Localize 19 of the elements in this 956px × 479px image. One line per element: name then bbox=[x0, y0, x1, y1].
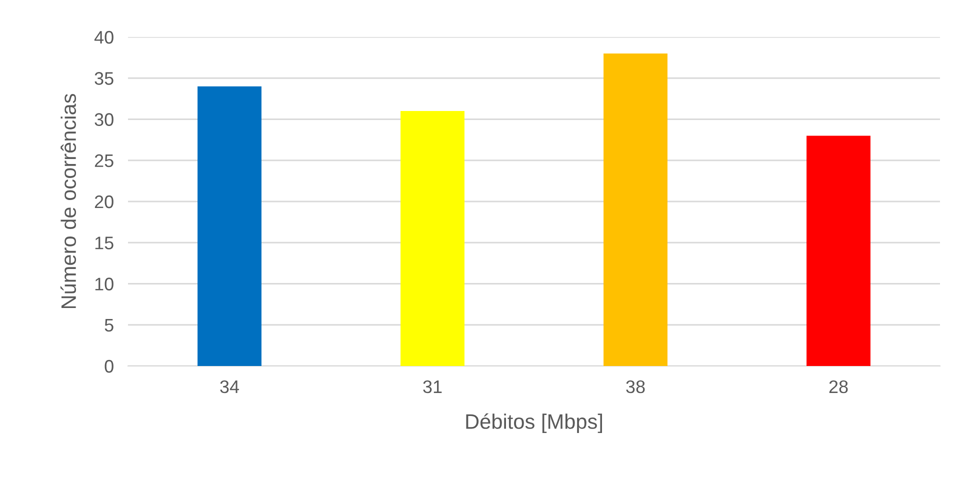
x-tick-label: 31 bbox=[423, 380, 442, 394]
bar bbox=[198, 86, 262, 366]
y-tick-label: 30 bbox=[94, 113, 114, 126]
y-tick-label: 40 bbox=[94, 30, 114, 44]
bar bbox=[604, 53, 668, 366]
y-tick-label: 0 bbox=[104, 360, 114, 373]
x-tick-label: 28 bbox=[829, 380, 848, 394]
x-tick-label: 34 bbox=[220, 380, 240, 394]
y-tick-label: 5 bbox=[104, 318, 114, 332]
y-tick-label: 20 bbox=[94, 195, 114, 208]
x-axis-title: Débitos [Mbps] bbox=[466, 413, 602, 434]
y-tick-label: 10 bbox=[95, 278, 114, 290]
bar bbox=[400, 111, 464, 366]
x-tick-label: 38 bbox=[626, 380, 645, 394]
y-tick-label: 35 bbox=[94, 72, 114, 85]
y-tick-label: 25 bbox=[94, 154, 114, 168]
y-axis-title: Número de ocorrências bbox=[60, 94, 76, 308]
bar bbox=[806, 136, 870, 366]
y-tick-label: 15 bbox=[95, 236, 114, 250]
